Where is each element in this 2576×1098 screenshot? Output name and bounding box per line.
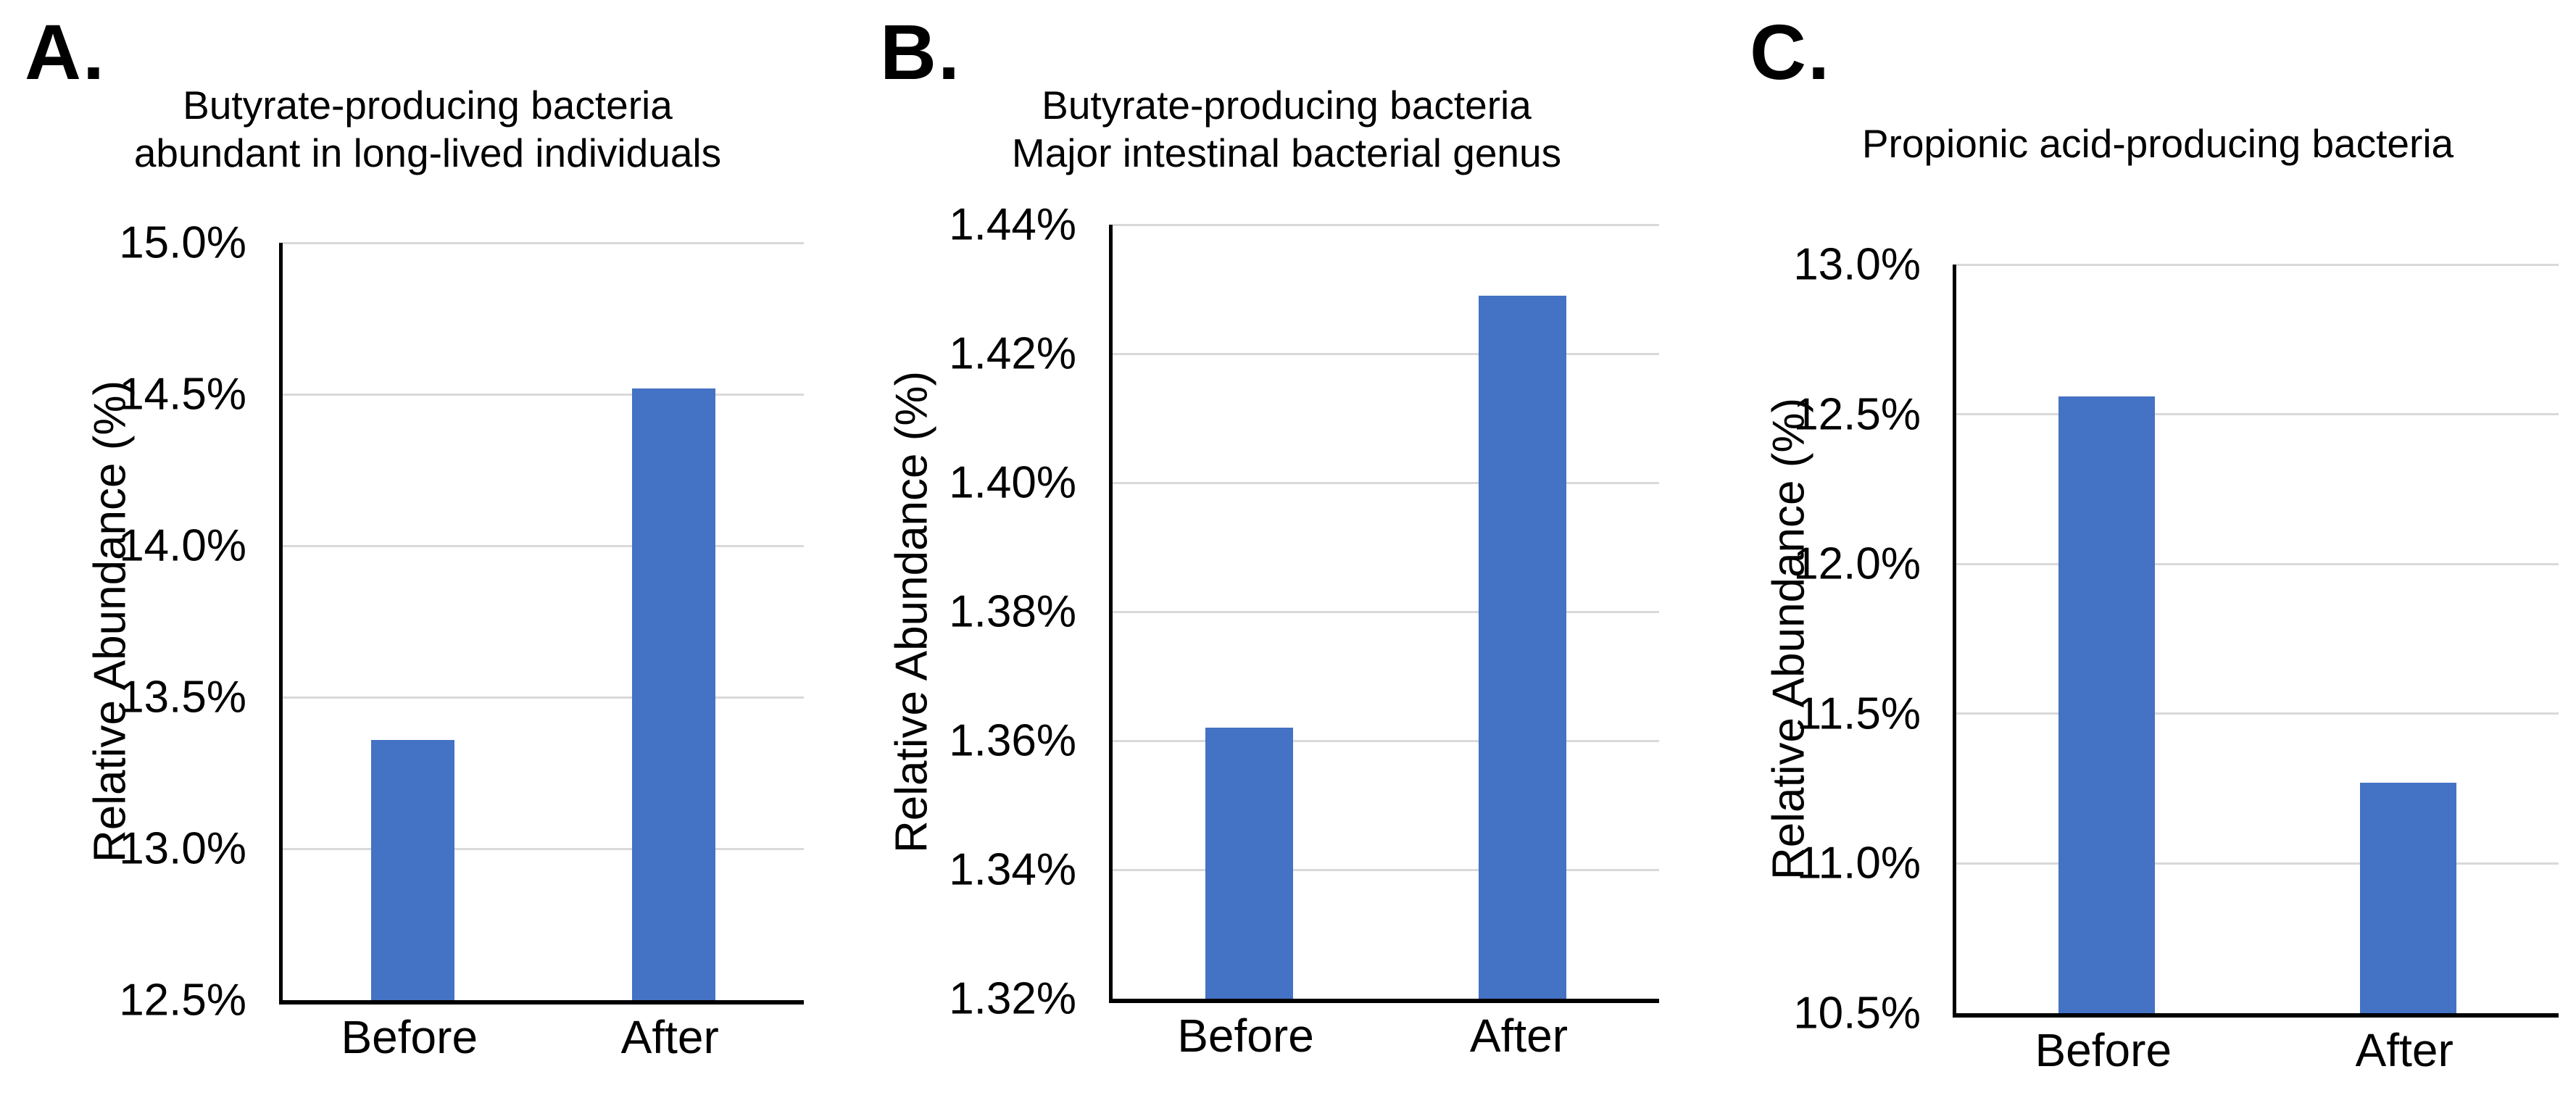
gridline [283, 241, 804, 244]
panel-a: A. Butyrate-producing bacteria abundant … [14, 0, 841, 1098]
chart-title-line-2: abundant in long-lived individuals [133, 130, 722, 175]
x-category-label: After [620, 1011, 719, 1063]
y-tick-label: 1.44% [949, 199, 1076, 250]
gridline [1956, 862, 2559, 865]
chart-title-line-2: Major intestinal bacterial genus [1011, 130, 1562, 175]
panel-b: B. Butyrate-producing bacteria Major int… [870, 0, 1703, 1098]
y-tick-label: 12.0% [1793, 538, 1921, 589]
gridline [1956, 562, 2559, 565]
bar-after [631, 388, 715, 1000]
bar-after [2359, 782, 2456, 1013]
gridline [1113, 868, 1659, 871]
x-category-label: Before [341, 1011, 478, 1063]
gridline [283, 696, 804, 699]
chart-title: Butyrate-producing bacteria Major intest… [870, 81, 1703, 177]
x-category-label: Before [2035, 1024, 2172, 1076]
gridline [1113, 352, 1659, 355]
bar-before [371, 739, 455, 1000]
chart-title-line-1: Butyrate-producing bacteria [1042, 83, 1532, 128]
bar-before [1205, 728, 1293, 999]
bar-before [2058, 396, 2156, 1013]
gridline [1956, 413, 2559, 416]
y-tick-label: 1.34% [949, 844, 1076, 895]
gridline [1956, 712, 2559, 715]
gridline [1113, 610, 1659, 613]
gridline [283, 847, 804, 850]
x-axis-labels: Before After [1953, 1023, 2555, 1089]
panel-letter: C. [1750, 8, 1831, 96]
chart-title-line-1: Butyrate-producing bacteria [183, 83, 673, 128]
y-axis-tick-labels: 12.5% 13.0% 13.5% 14.0% 14.5% 15.0% [43, 218, 246, 1026]
y-tick-label: 1.40% [949, 457, 1076, 508]
y-tick-label: 11.0% [1796, 838, 1921, 889]
x-axis-labels: Before After [279, 1010, 800, 1076]
chart-title-line-1: Propionic acid-producing bacteria [1861, 121, 2454, 166]
x-category-label: After [1469, 1010, 1569, 1062]
gridline [283, 393, 804, 396]
panel-letter: B. [880, 8, 961, 96]
y-tick-label: 13.5% [119, 672, 246, 723]
y-tick-label: 14.5% [119, 369, 246, 420]
y-tick-label: 13.0% [119, 823, 246, 874]
plot-area [1109, 223, 1659, 1003]
gridline [1956, 263, 2559, 266]
y-tick-label: 14.0% [119, 520, 246, 571]
y-tick-label: 1.38% [949, 586, 1076, 637]
x-category-label: Before [1177, 1010, 1314, 1062]
y-tick-label: 1.32% [949, 973, 1076, 1024]
gridline [1113, 739, 1659, 742]
x-category-label: After [2355, 1024, 2454, 1076]
chart-title: Butyrate-producing bacteria abundant in … [14, 81, 841, 177]
panel-letter: A. [25, 8, 106, 96]
y-tick-label: 1.36% [949, 715, 1076, 766]
chart-title: Propionic acid-producing bacteria [1740, 120, 2576, 167]
y-tick-label: 13.0% [1793, 239, 1921, 290]
x-axis-labels: Before After [1109, 1009, 1655, 1074]
gridline [1113, 481, 1659, 484]
plot-area [1953, 263, 2559, 1018]
gridline [1113, 223, 1659, 226]
bar-after [1479, 295, 1566, 999]
y-axis-tick-labels: 10.5% 11.0% 11.5% 12.0% 12.5% 13.0% [1740, 240, 1921, 1039]
panel-c: C. Propionic acid-producing bacteria Rel… [1740, 0, 2576, 1098]
gridline [283, 544, 804, 547]
y-tick-label: 11.5% [1796, 689, 1921, 739]
y-tick-label: 10.5% [1793, 988, 1921, 1039]
y-axis-tick-labels: 1.32% 1.34% 1.36% 1.38% 1.40% 1.42% 1.44% [873, 200, 1076, 1024]
plot-area [279, 241, 804, 1005]
y-tick-label: 12.5% [1793, 389, 1921, 440]
y-tick-label: 1.42% [949, 328, 1076, 379]
y-tick-label: 15.0% [119, 217, 246, 268]
y-tick-label: 12.5% [119, 975, 246, 1026]
